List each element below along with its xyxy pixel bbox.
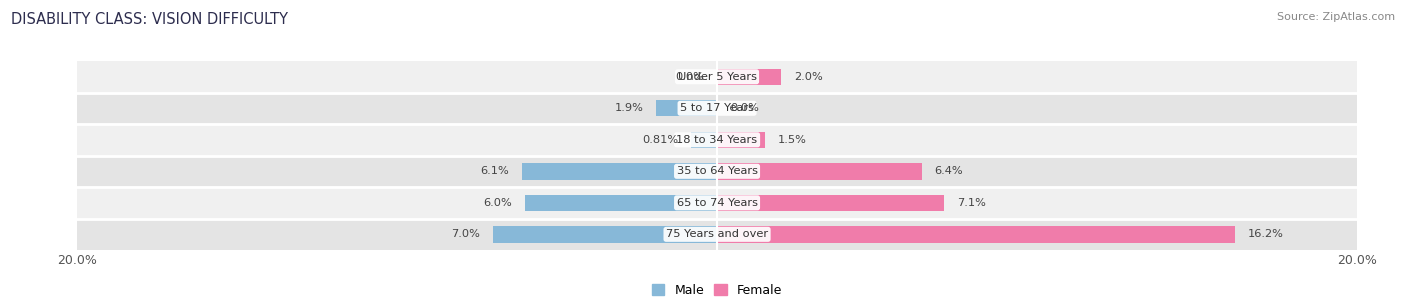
Text: DISABILITY CLASS: VISION DIFFICULTY: DISABILITY CLASS: VISION DIFFICULTY: [11, 12, 288, 27]
Bar: [717, 131, 765, 148]
Text: 0.0%: 0.0%: [675, 72, 704, 82]
Bar: [717, 226, 1236, 242]
Text: 7.0%: 7.0%: [451, 229, 481, 239]
Text: 7.1%: 7.1%: [957, 198, 986, 208]
Bar: [692, 131, 717, 148]
Text: 0.81%: 0.81%: [643, 135, 678, 145]
Text: 0.0%: 0.0%: [730, 103, 759, 113]
Bar: [77, 219, 1357, 250]
Bar: [77, 156, 1357, 187]
Bar: [77, 61, 1357, 92]
Bar: [77, 92, 1357, 124]
Text: 6.0%: 6.0%: [484, 198, 512, 208]
Text: 5 to 17 Years: 5 to 17 Years: [681, 103, 754, 113]
Bar: [77, 124, 1357, 156]
Text: 35 to 64 Years: 35 to 64 Years: [676, 166, 758, 176]
Text: 18 to 34 Years: 18 to 34 Years: [676, 135, 758, 145]
Bar: [717, 69, 782, 85]
Text: 6.1%: 6.1%: [481, 166, 509, 176]
Text: 1.5%: 1.5%: [778, 135, 807, 145]
Bar: [526, 195, 717, 211]
Bar: [717, 163, 922, 180]
Bar: [522, 163, 717, 180]
Text: 75 Years and over: 75 Years and over: [666, 229, 768, 239]
Bar: [657, 100, 717, 117]
Bar: [494, 226, 717, 242]
Text: 6.4%: 6.4%: [935, 166, 963, 176]
Text: 16.2%: 16.2%: [1249, 229, 1284, 239]
Text: 2.0%: 2.0%: [794, 72, 823, 82]
Legend: Male, Female: Male, Female: [652, 284, 782, 297]
Bar: [717, 195, 945, 211]
Text: Source: ZipAtlas.com: Source: ZipAtlas.com: [1277, 12, 1395, 22]
Text: Under 5 Years: Under 5 Years: [678, 72, 756, 82]
Bar: [77, 187, 1357, 219]
Text: 65 to 74 Years: 65 to 74 Years: [676, 198, 758, 208]
Text: 1.9%: 1.9%: [614, 103, 644, 113]
